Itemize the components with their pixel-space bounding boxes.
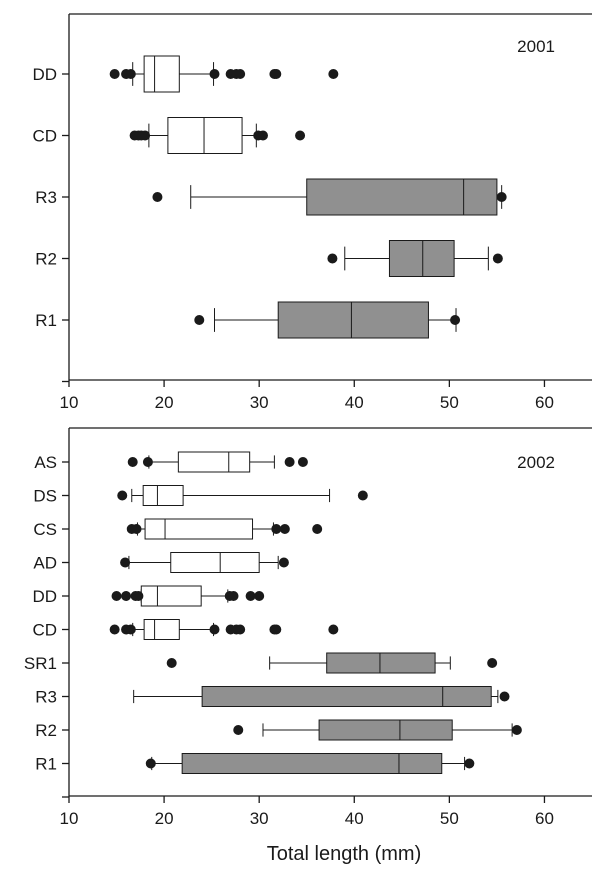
outlier-point xyxy=(312,524,323,534)
outlier-point xyxy=(295,130,306,141)
x-tick-label: 50 xyxy=(440,809,459,828)
outlier-point xyxy=(235,69,246,79)
outlier-point xyxy=(228,591,239,601)
outlier-point xyxy=(209,624,220,635)
outlier-point xyxy=(496,192,507,202)
category-label: CS xyxy=(33,520,57,539)
box xyxy=(167,117,243,154)
box xyxy=(201,686,492,707)
category-label: DD xyxy=(32,587,57,606)
x-tick-label: 10 xyxy=(60,809,79,828)
outlier-point xyxy=(152,192,163,202)
outlier-point xyxy=(111,591,122,601)
outlier-point xyxy=(357,490,368,501)
box xyxy=(388,240,455,277)
category-label: R1 xyxy=(35,311,57,330)
outlier-point xyxy=(279,524,290,534)
box xyxy=(277,301,429,339)
panel-annotation: 2001 xyxy=(517,37,555,56)
outlier-point xyxy=(109,69,120,79)
category-label: AS xyxy=(34,453,57,472)
panel-annotation: 2002 xyxy=(517,453,555,472)
x-tick-label: 60 xyxy=(535,393,554,412)
outlier-point xyxy=(233,725,244,735)
category-label: R3 xyxy=(35,188,57,207)
outlier-point xyxy=(145,758,156,769)
category-label: R2 xyxy=(35,721,57,740)
box xyxy=(170,552,260,573)
x-tick-label: 10 xyxy=(60,393,79,412)
outlier-point xyxy=(487,658,498,668)
outlier-point xyxy=(209,69,220,79)
outlier-point xyxy=(327,253,338,264)
panel-2001: 10 20 30 40 50 60 2001 DD CD R3 R2 R1 xyxy=(32,13,592,412)
category-label: CD xyxy=(32,621,57,640)
box xyxy=(144,518,254,540)
category-label: R2 xyxy=(35,250,57,269)
box xyxy=(326,652,436,674)
outlier-point xyxy=(257,130,268,141)
category-label: CD xyxy=(32,127,57,146)
category-label: R3 xyxy=(35,688,57,707)
box xyxy=(306,178,498,216)
outlier-point xyxy=(499,691,510,702)
outlier-point xyxy=(271,624,282,635)
x-tick-label: 20 xyxy=(155,809,174,828)
outlier-point xyxy=(121,591,132,601)
outlier-point xyxy=(492,253,503,264)
box xyxy=(140,585,202,607)
outlier-point xyxy=(235,624,246,635)
outlier-point xyxy=(125,624,136,635)
x-tick-label: 50 xyxy=(440,393,459,412)
outlier-point xyxy=(109,624,120,635)
category-label: AD xyxy=(33,554,57,573)
box xyxy=(142,485,184,506)
outlier-point xyxy=(127,457,138,467)
outlier-point xyxy=(133,591,144,601)
outlier-point xyxy=(278,557,289,568)
category-label: DD xyxy=(32,65,57,84)
outlier-point xyxy=(328,69,339,79)
outlier-point xyxy=(131,524,142,534)
outlier-point xyxy=(284,457,295,467)
outlier-point xyxy=(125,69,136,79)
outlier-point xyxy=(464,758,475,769)
outlier-point xyxy=(450,315,461,325)
box xyxy=(143,619,180,640)
outlier-point xyxy=(271,69,282,79)
outlier-point xyxy=(328,624,339,635)
x-axis-title: Total length (mm) xyxy=(267,843,422,865)
x-tick-label: 40 xyxy=(345,393,364,412)
outlier-point xyxy=(117,490,128,501)
x-tick-label: 30 xyxy=(250,393,269,412)
panel-2002: 10 20 30 40 50 60 2002 AS DS CS AD DD CD SR1 R3 R2 R1 xyxy=(24,427,592,828)
category-label: DS xyxy=(33,487,57,506)
box xyxy=(177,451,251,473)
outlier-point xyxy=(140,130,151,141)
x-tick-label: 40 xyxy=(345,809,364,828)
outlier-point xyxy=(511,725,522,735)
outlier-point xyxy=(254,591,265,601)
x-tick-label: 20 xyxy=(155,393,174,412)
outlier-point xyxy=(120,557,131,568)
outlier-point xyxy=(142,457,153,467)
x-tick-label: 60 xyxy=(535,809,554,828)
box xyxy=(143,55,180,93)
box xyxy=(318,719,453,741)
box xyxy=(181,753,443,774)
outlier-point xyxy=(245,591,256,601)
outlier-point xyxy=(297,457,308,467)
x-tick-label: 30 xyxy=(250,809,269,828)
category-label: R1 xyxy=(35,755,57,774)
outlier-point xyxy=(194,315,205,325)
outlier-point xyxy=(166,658,177,668)
outlier-point xyxy=(271,524,282,534)
category-label: SR1 xyxy=(24,654,57,673)
